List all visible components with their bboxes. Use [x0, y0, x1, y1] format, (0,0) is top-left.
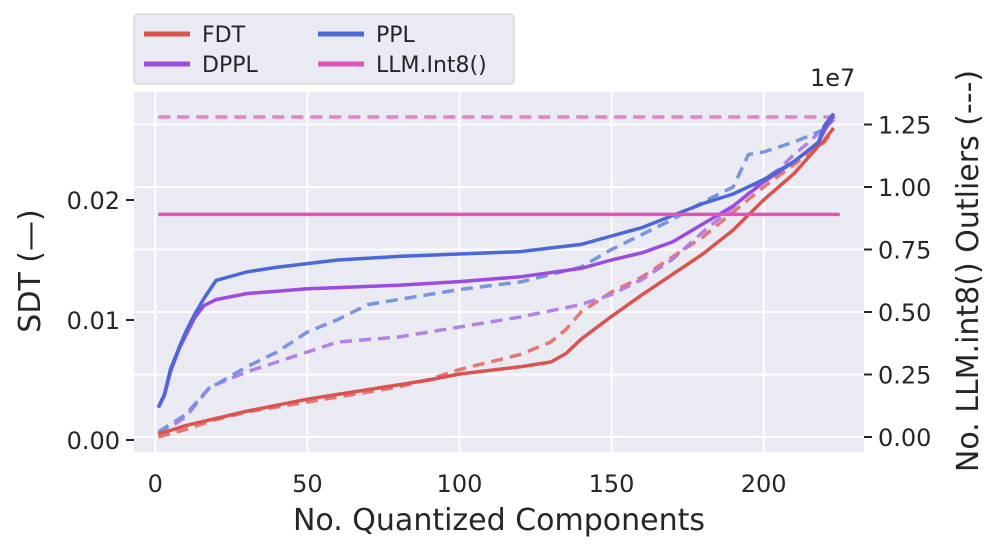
outlier-line-ppl	[157, 118, 835, 434]
x-tick-label: 150	[589, 470, 635, 498]
series-lines	[156, 112, 840, 439]
x-tick-label: 200	[741, 470, 787, 498]
y-right-tick-label: 1.25	[878, 112, 931, 140]
x-ticks: 0 50 100 150 200	[148, 470, 787, 498]
legend-label-ppl: PPL	[376, 23, 416, 48]
x-tick-label: 0	[148, 470, 163, 498]
legend-box	[133, 13, 515, 85]
y-left-tick-label: 0.02	[67, 187, 120, 215]
legend-label-dppl: DPPL	[202, 53, 258, 78]
y-left-tick-label: 0.01	[67, 307, 120, 335]
y-axis-left-label: SDT (—)	[13, 209, 48, 332]
y-right-tick-label: 1.00	[878, 174, 931, 202]
x-axis-label: No. Quantized Components	[293, 503, 705, 538]
outlier-line-dppl	[157, 115, 835, 436]
y-right-tick-label: 0.00	[878, 424, 931, 452]
y-right-tick-label: 0.25	[878, 362, 931, 390]
x-tick-label: 50	[292, 470, 323, 498]
y-left-ticks: 0.00 0.01 0.02	[67, 187, 134, 455]
right-axis-exponent: 1e7	[810, 64, 855, 92]
y-right-tick-label: 0.50	[878, 299, 931, 327]
legend: FDT DPPL PPL LLM.Int8()	[133, 13, 515, 85]
legend-label-fdt: FDT	[202, 23, 246, 48]
series-line-fdt	[157, 126, 835, 436]
outlier-line-fdt	[157, 128, 836, 439]
x-tick-label: 100	[437, 470, 483, 498]
legend-label-llm-int8: LLM.Int8()	[376, 53, 487, 78]
y-right-ticks: 0.00 0.25 0.50 0.75 1.00 1.25	[864, 112, 931, 452]
grid	[134, 92, 864, 452]
y-left-tick-label: 0.00	[67, 427, 120, 455]
y-axis-right-label: No. LLM.int8() Outliers (---)	[951, 70, 986, 472]
y-right-tick-label: 0.75	[878, 237, 931, 265]
series-line-ppl	[156, 112, 835, 409]
